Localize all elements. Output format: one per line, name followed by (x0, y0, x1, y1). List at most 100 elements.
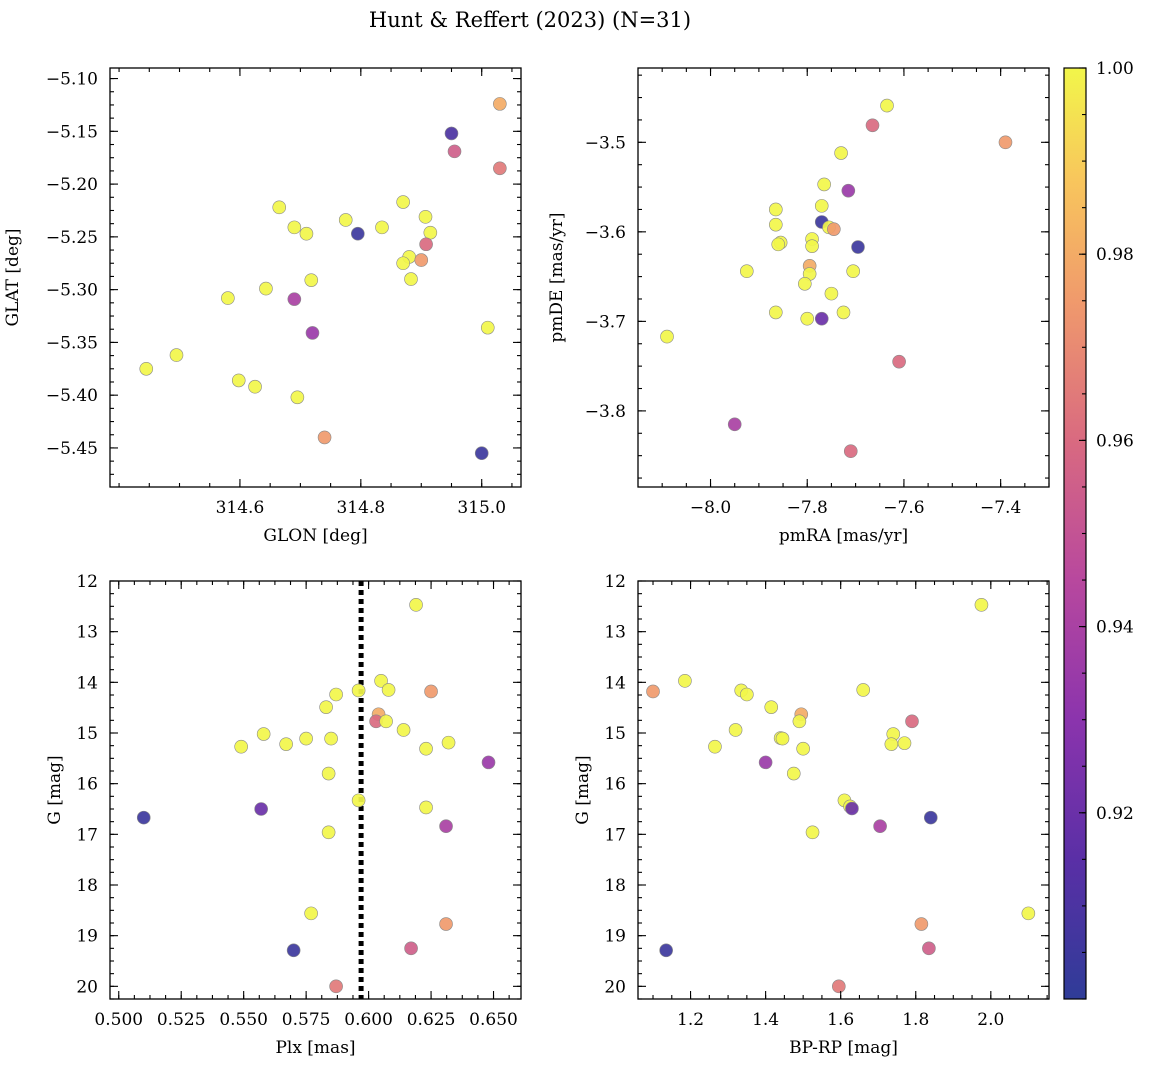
x-tick-label: 314.6 (216, 498, 265, 518)
y-tick-label: 12 (76, 572, 98, 592)
data-point (805, 239, 819, 253)
data-point (998, 135, 1013, 150)
data-point (321, 766, 336, 781)
data-point (304, 906, 318, 921)
x-tick-label: 0.500 (94, 1010, 143, 1030)
data-point (317, 430, 332, 445)
data-point (769, 202, 783, 217)
parallax-magnitude-panel: 0.500 0.525 0.550 0.575 0.600 0.625 0.650 12 13 1… (45, 572, 522, 1058)
data-point (414, 253, 429, 267)
x-tick-label: 1.2 (677, 1010, 704, 1030)
y-tick-label: −5.20 (46, 175, 98, 195)
y-tick-label: −5.10 (46, 70, 98, 90)
data-point (846, 264, 860, 279)
x-axis-label: GLON [deg] (263, 526, 367, 546)
data-point (814, 199, 829, 213)
y-tick-label: −5.35 (46, 333, 98, 353)
y-tick-label: 20 (76, 977, 98, 997)
x-tick-label: 315.0 (457, 498, 506, 518)
data-point (305, 326, 320, 340)
x-axis-label: BP-RP [mag] (789, 1038, 898, 1058)
data-point (351, 793, 366, 808)
data-point (279, 737, 293, 751)
data-point (974, 598, 989, 612)
y-tick-label: 19 (604, 927, 626, 947)
data-point (474, 446, 489, 461)
data-point (771, 237, 786, 252)
data-point (319, 700, 333, 714)
y-tick-label: 15 (604, 724, 626, 744)
x-axis-label: Plx [mas] (275, 1038, 355, 1058)
data-point (324, 731, 338, 746)
data-point (659, 943, 673, 958)
y-tick-label: 18 (604, 876, 626, 896)
x-tick-label: 2.0 (977, 1010, 1004, 1030)
data-point (843, 444, 858, 458)
data-point (329, 687, 343, 702)
x-tick-label: −8.0 (690, 498, 731, 518)
y-tick-label: −5.40 (46, 386, 98, 406)
data-point (739, 264, 754, 279)
data-point (646, 684, 660, 699)
data-point (824, 286, 839, 301)
data-point (740, 687, 754, 702)
data-point (286, 943, 301, 958)
data-point (769, 217, 783, 232)
data-point (914, 917, 929, 931)
colorbar-tick-label: 0.98 (1096, 245, 1134, 265)
sky-position-panel: 314.6 314.8 315.0 −5.10 −5.15 −5.20 −5.25 −5.30… (3, 67, 522, 546)
proper-motion-panel: −8.0 −7.8 −7.6 −7.4 −3.5 −3.6 −3.7 −3.8 pmRA [ma… (547, 67, 1050, 546)
data-point (419, 237, 433, 252)
data-point (493, 161, 507, 176)
data-point (845, 801, 859, 816)
data-point (272, 200, 287, 215)
data-point (480, 320, 495, 335)
data-point (169, 348, 184, 362)
data-point (447, 144, 462, 159)
x-tick-label: 0.650 (469, 1010, 518, 1030)
data-point (892, 354, 906, 369)
data-point (375, 220, 389, 235)
axes-frame (109, 67, 522, 488)
x-tick-label: 0.625 (407, 1010, 456, 1030)
axes-frame (109, 580, 522, 1000)
y-axis-label: pmDE [mas/yr] (547, 212, 567, 342)
colorbar-tick-label: 0.96 (1096, 431, 1134, 451)
data-point (769, 305, 783, 320)
y-tick-label: 19 (76, 927, 98, 947)
data-point (851, 240, 865, 254)
data-point (418, 210, 433, 224)
data-point (841, 183, 856, 198)
data-point (798, 276, 812, 291)
y-tick-label: 17 (76, 825, 98, 845)
data-point (374, 674, 388, 688)
data-point (884, 737, 899, 751)
data-point (441, 735, 456, 750)
x-tick-label: 314.8 (336, 498, 385, 518)
y-tick-label: 16 (604, 775, 626, 795)
x-axis-label: pmRA [mas/yr] (779, 526, 908, 546)
data-point (439, 917, 453, 931)
data-point (727, 417, 742, 432)
colorbar: 0.92 0.94 0.96 0.98 1.00 (1063, 59, 1134, 1000)
data-point (758, 755, 773, 770)
data-point (254, 802, 268, 816)
x-tick-label: 1.6 (827, 1010, 854, 1030)
data-point (409, 598, 423, 612)
y-tick-label: −3.6 (585, 223, 626, 243)
data-point (708, 739, 722, 754)
axes-frame (637, 67, 1050, 488)
data-point (419, 800, 433, 815)
y-tick-label: −5.45 (46, 439, 98, 459)
data-point (136, 810, 151, 825)
data-point (299, 731, 313, 746)
data-point (493, 97, 507, 111)
y-tick-label: 20 (604, 977, 626, 997)
y-tick-label: 13 (76, 623, 98, 643)
y-tick-label: 12 (604, 572, 626, 592)
data-point (231, 373, 246, 388)
x-tick-label: 0.550 (219, 1010, 268, 1030)
data-point (248, 379, 262, 394)
x-tick-label: 0.525 (157, 1010, 206, 1030)
figure-title: Hunt & Reffert (2023) (N=31) (369, 8, 691, 32)
